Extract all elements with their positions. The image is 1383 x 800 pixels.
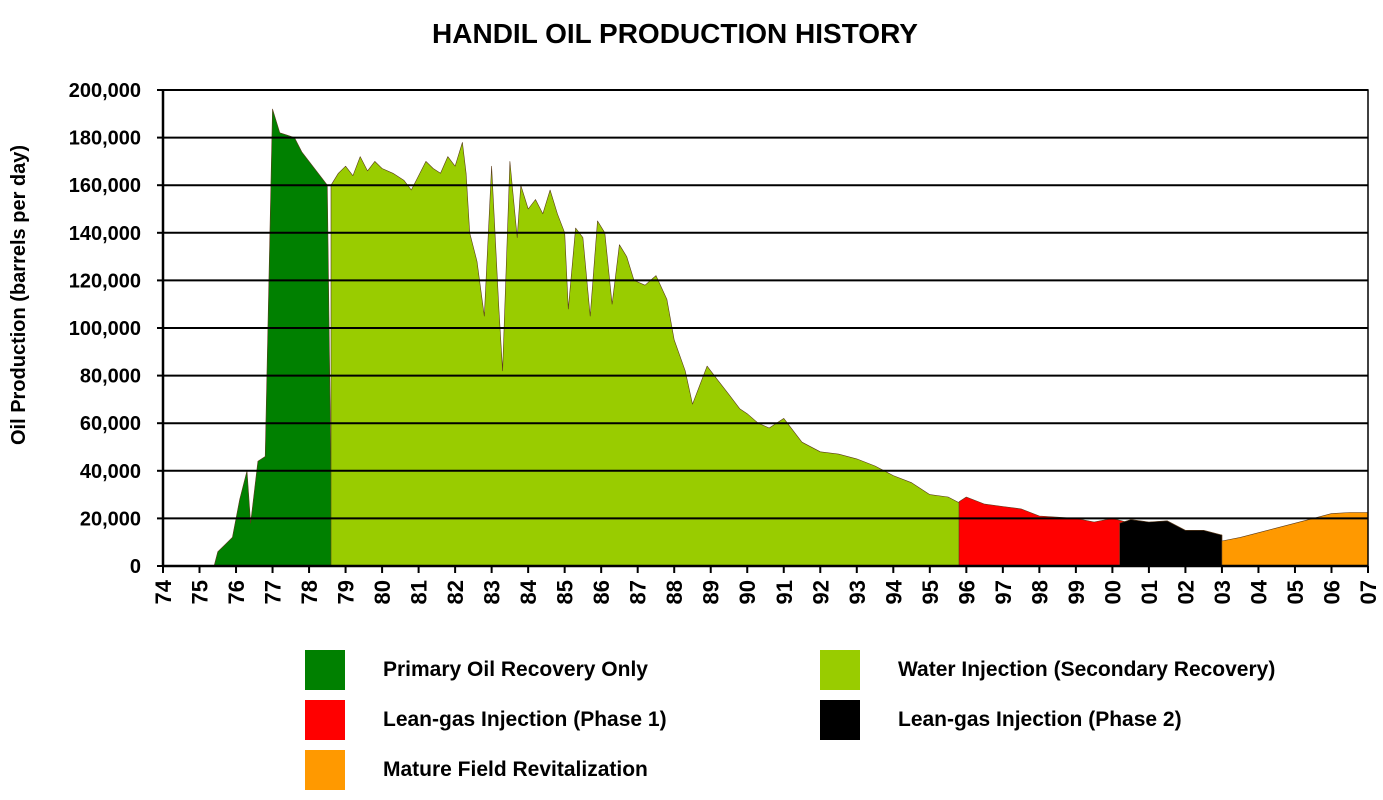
y-tick-label: 180,000 — [69, 128, 141, 150]
legend-swatch — [305, 700, 345, 740]
x-tick-label: 06 — [1319, 580, 1344, 604]
y-tick-label: 160,000 — [69, 175, 141, 197]
y-tick-label: 120,000 — [69, 270, 141, 292]
x-tick-label: 83 — [480, 580, 505, 604]
x-tick-label: 89 — [699, 580, 724, 604]
x-tick-label: 04 — [1246, 579, 1271, 604]
legend-label: Water Injection (Secondary Recovery) — [898, 658, 1276, 681]
legend-item: Mature Field Revitalization — [305, 750, 648, 790]
x-tick-label: 80 — [370, 580, 395, 604]
x-tick-label: 85 — [553, 580, 578, 604]
legend-item: Primary Oil Recovery Only — [305, 650, 648, 690]
y-tick-label: 0 — [130, 556, 141, 578]
area-series-5 — [1221, 512, 1369, 567]
legend-swatch — [305, 650, 345, 690]
area-layer — [213, 108, 1369, 567]
y-tick-label: 100,000 — [69, 318, 141, 340]
legend-item: Lean-gas Injection (Phase 2) — [820, 700, 1182, 740]
x-tick-label: 92 — [808, 580, 833, 604]
y-tick-label: 60,000 — [80, 413, 141, 435]
x-tick-label: 07 — [1356, 580, 1381, 604]
legend-label: Lean-gas Injection (Phase 1) — [383, 708, 667, 731]
legend-item: Water Injection (Secondary Recovery) — [820, 650, 1275, 690]
legend-swatch — [305, 750, 345, 790]
x-tick-label: 95 — [918, 580, 943, 604]
y-axis-label: Oil Production (barrels per day) — [8, 145, 30, 445]
x-tick-label: 00 — [1100, 580, 1125, 604]
x-tick-label: 76 — [224, 580, 249, 604]
x-tick-label: 84 — [516, 579, 541, 604]
x-tick-label: 78 — [297, 580, 322, 604]
legend-swatch — [820, 700, 860, 740]
x-tick-label: 03 — [1210, 580, 1235, 604]
chart-title: HANDIL OIL PRODUCTION HISTORY — [432, 18, 918, 49]
legend-item: Lean-gas Injection (Phase 1) — [305, 700, 667, 740]
legend-swatch — [820, 650, 860, 690]
x-tick-label: 93 — [845, 580, 870, 604]
x-tick-label: 05 — [1283, 580, 1308, 604]
x-tick-label: 90 — [735, 580, 760, 604]
x-tick-label: 81 — [407, 580, 432, 604]
y-tick-label: 200,000 — [69, 80, 141, 102]
x-tick-label: 98 — [1027, 580, 1052, 604]
x-tick-label: 88 — [662, 580, 687, 604]
legend-label: Lean-gas Injection (Phase 2) — [898, 708, 1182, 731]
axis-layer: 0 20,000 40,000 60,000 80,000 100,000 120,000 1… — [69, 80, 1381, 604]
x-tick-label: 97 — [991, 580, 1016, 604]
area-series-2 — [330, 142, 1369, 567]
x-tick-label: 82 — [443, 580, 468, 604]
x-tick-label: 79 — [334, 580, 359, 604]
x-tick-label: 02 — [1173, 580, 1198, 604]
x-tick-label: 01 — [1137, 580, 1162, 604]
x-tick-label: 74 — [151, 579, 176, 604]
y-tick-label: 80,000 — [80, 366, 141, 388]
x-tick-label: 99 — [1064, 580, 1089, 604]
x-tick-label: 86 — [589, 580, 614, 604]
y-tick-label: 40,000 — [80, 461, 141, 483]
x-tick-label: 77 — [261, 580, 286, 604]
x-tick-label: 94 — [881, 579, 906, 604]
x-tick-label: 87 — [626, 580, 651, 604]
x-tick-label: 91 — [772, 580, 797, 604]
legend-label: Mature Field Revitalization — [383, 758, 648, 781]
production-chart: 0 20,000 40,000 60,000 80,000 100,000 120,000 1… — [8, 80, 1381, 604]
area-series-4 — [1119, 519, 1223, 567]
x-tick-label: 75 — [188, 580, 213, 604]
legend-label: Primary Oil Recovery Only — [383, 658, 648, 681]
y-tick-label: 20,000 — [80, 508, 141, 530]
x-tick-label: 96 — [954, 580, 979, 604]
y-tick-label: 140,000 — [69, 223, 141, 245]
